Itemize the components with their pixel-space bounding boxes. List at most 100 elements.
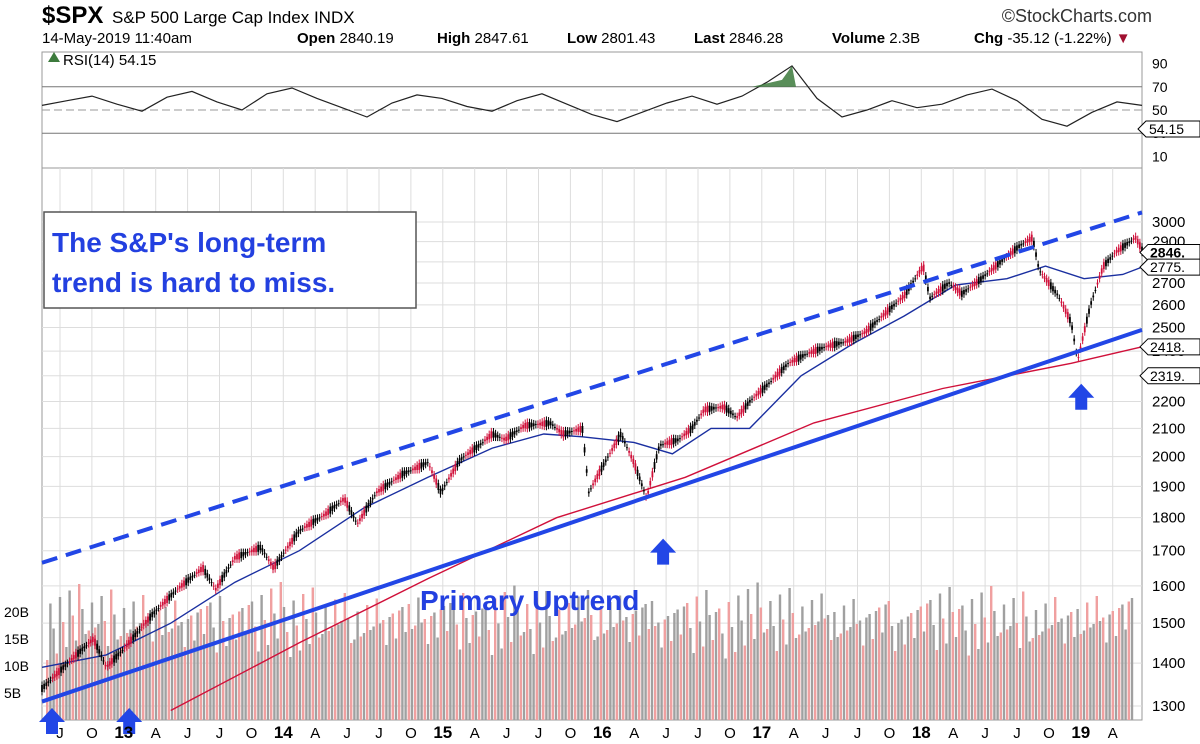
date-tick-J: J: [981, 725, 989, 742]
price-tag-box: [1139, 367, 1200, 385]
volume-bar: [612, 627, 615, 720]
candle-body: [649, 481, 652, 486]
candle-body: [72, 655, 75, 660]
volume-bar: [161, 635, 164, 720]
candle-body: [337, 503, 340, 505]
volume-bar: [90, 602, 94, 720]
quote-volume-value: 2.3B: [889, 30, 921, 47]
candle-body: [488, 434, 491, 440]
volume-bar: [234, 639, 238, 720]
price-tag-text: 2775.: [1150, 259, 1185, 275]
volume-bar: [647, 629, 650, 720]
candle-body: [912, 280, 914, 283]
candle-body: [384, 483, 387, 490]
candle-body: [835, 341, 838, 347]
up-arrow-icon: [39, 708, 65, 734]
candle-body: [55, 671, 58, 677]
volume-bar: [513, 585, 516, 720]
candle-body: [818, 346, 821, 352]
quote-last-value: 2846.28: [729, 30, 784, 47]
candle-body: [617, 434, 620, 442]
quote-low-label: Low: [567, 30, 597, 47]
candle-body: [1026, 239, 1029, 243]
volume-bar: [154, 613, 158, 720]
candle-body: [250, 549, 253, 553]
brand-label[interactable]: ©StockCharts.com: [1001, 6, 1152, 26]
volume-bar: [292, 600, 295, 720]
volume-bar: [436, 637, 439, 720]
ticker-symbol: $SPX: [42, 2, 104, 29]
candle-body: [920, 266, 923, 272]
volume-bar: [119, 636, 122, 720]
volume-bar: [388, 617, 391, 720]
candle-body: [127, 640, 130, 646]
callout-box: The S&P's long-term trend is hard to mis…: [43, 211, 417, 309]
candle-body: [732, 413, 734, 416]
candle-body: [1124, 242, 1126, 248]
volume-bar: [510, 642, 513, 720]
volume-bar: [250, 601, 254, 720]
volume-bar: [382, 620, 385, 720]
candle-body: [280, 554, 283, 558]
volume-bar: [919, 606, 922, 720]
candle-body: [212, 585, 215, 587]
price-candles: [41, 231, 1143, 696]
candle-body: [785, 364, 787, 367]
candle-body: [151, 612, 154, 618]
candle-body: [475, 444, 478, 450]
volume-bar: [148, 616, 151, 720]
candle-body: [102, 660, 105, 662]
candle-body: [880, 316, 883, 318]
volume-bar: [820, 593, 823, 720]
candle-body: [166, 596, 168, 603]
candle-body: [191, 575, 194, 578]
candle-body: [125, 643, 128, 648]
date-tick-J: J: [343, 725, 351, 742]
candle-body: [473, 445, 476, 453]
volume-bar: [449, 603, 452, 720]
rsi-panel: [41, 51, 1143, 169]
candle-body: [924, 275, 927, 282]
volume-bar: [599, 608, 602, 720]
volume-bar: [68, 590, 71, 720]
candle-body: [742, 405, 745, 413]
volume-bar: [113, 614, 116, 720]
candle-body: [810, 350, 813, 354]
candle-body: [888, 306, 891, 313]
index-exchange: INDX: [313, 8, 355, 27]
candle-body: [467, 452, 469, 455]
volume-bar: [138, 623, 142, 720]
volume-bar: [295, 625, 298, 720]
candle-body: [505, 436, 508, 442]
volume-bar: [970, 599, 974, 720]
candle-body: [157, 608, 160, 610]
volume-bar: [730, 627, 734, 720]
volume-bar: [794, 638, 798, 720]
candle-body: [443, 484, 446, 487]
candle-body: [159, 605, 162, 607]
volume-bar: [567, 603, 570, 720]
price-tick-2700: 2700: [1152, 275, 1185, 292]
candle-body: [702, 409, 705, 414]
candle-body: [270, 561, 272, 566]
volume-bar: [1076, 609, 1079, 720]
candle-body: [977, 277, 980, 285]
candle-body: [935, 291, 938, 295]
candle-body: [221, 575, 224, 583]
candle-body: [1003, 258, 1006, 260]
volume-bar: [682, 606, 686, 720]
volume-bar: [58, 597, 62, 720]
candle-body: [407, 470, 410, 473]
volume-bar: [983, 617, 986, 720]
rsi-tick-90: 90: [1152, 56, 1168, 72]
price-tag-box: [1139, 338, 1200, 356]
candle-body: [233, 556, 236, 560]
candle-body: [757, 391, 760, 396]
volume-bar: [87, 630, 90, 720]
date-tick-J: J: [854, 725, 862, 742]
candle-body: [155, 609, 158, 612]
candle-body: [1096, 282, 1099, 285]
volume-bar: [401, 607, 404, 720]
candle-body: [587, 491, 590, 494]
volume-bar: [702, 646, 705, 720]
